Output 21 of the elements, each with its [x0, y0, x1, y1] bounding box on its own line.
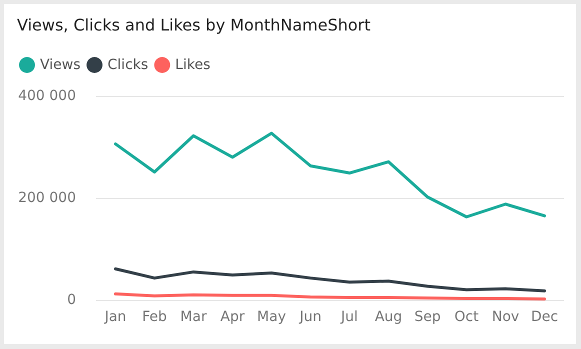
x-tick-label: May — [257, 309, 286, 325]
x-tick-label: Jan — [104, 309, 126, 325]
x-tick-label: Mar — [180, 309, 207, 325]
chart-title: Views, Clicks and Likes by MonthNameShort — [17, 16, 371, 34]
x-tick-label: Sep — [414, 309, 441, 325]
legend-label: Clicks — [108, 57, 148, 73]
x-tick-label: Jul — [340, 309, 358, 325]
y-tick-label: 200 000 — [18, 190, 76, 206]
line-series — [114, 267, 546, 292]
legend-label: Views — [40, 57, 81, 73]
x-tick-label: Nov — [492, 309, 520, 325]
x-tick-label: Apr — [220, 309, 245, 325]
y-tick-label: 400 000 — [18, 88, 76, 104]
x-tick-label: Jun — [298, 309, 322, 325]
x-tick-label: Oct — [454, 309, 480, 325]
x-tick-label: Aug — [374, 309, 402, 325]
x-tick-label: Feb — [142, 309, 167, 325]
legend-label: Likes — [175, 57, 210, 73]
y-tick-label: 0 — [67, 292, 76, 308]
line-series — [114, 132, 546, 218]
x-tick-label: Dec — [530, 309, 558, 325]
